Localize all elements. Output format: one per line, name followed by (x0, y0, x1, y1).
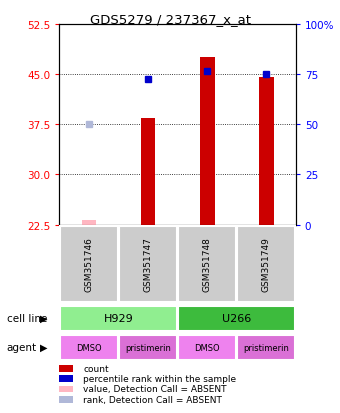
Bar (60, 335, 118, 360)
Bar (60, 227, 118, 302)
Text: count: count (83, 364, 109, 373)
Bar (60, 306, 177, 331)
Text: GSM351749: GSM351749 (262, 237, 271, 292)
Text: GSM351746: GSM351746 (85, 237, 94, 292)
Text: agent: agent (7, 342, 37, 352)
Text: DMSO: DMSO (76, 343, 102, 352)
Text: DMSO: DMSO (194, 343, 220, 352)
Text: H929: H929 (104, 313, 133, 323)
Text: GDS5279 / 237367_x_at: GDS5279 / 237367_x_at (89, 13, 251, 26)
Bar (141, 118, 155, 225)
Text: value, Detection Call = ABSENT: value, Detection Call = ABSENT (83, 385, 227, 394)
Text: GSM351747: GSM351747 (143, 237, 153, 292)
Text: percentile rank within the sample: percentile rank within the sample (83, 374, 236, 383)
Text: pristimerin: pristimerin (243, 343, 289, 352)
Bar (82, 221, 97, 225)
Bar (237, 335, 295, 360)
Text: U266: U266 (222, 313, 251, 323)
Bar (119, 335, 177, 360)
Bar (178, 227, 236, 302)
Bar (259, 78, 274, 225)
Text: ▶: ▶ (40, 342, 48, 352)
Bar (200, 58, 215, 225)
Bar (178, 306, 295, 331)
Text: rank, Detection Call = ABSENT: rank, Detection Call = ABSENT (83, 395, 222, 404)
Bar (178, 335, 236, 360)
Text: cell line: cell line (7, 313, 47, 323)
Text: pristimerin: pristimerin (125, 343, 171, 352)
Text: GSM351748: GSM351748 (203, 237, 212, 292)
Bar (237, 227, 295, 302)
Text: ▶: ▶ (40, 313, 48, 323)
Bar (119, 227, 177, 302)
